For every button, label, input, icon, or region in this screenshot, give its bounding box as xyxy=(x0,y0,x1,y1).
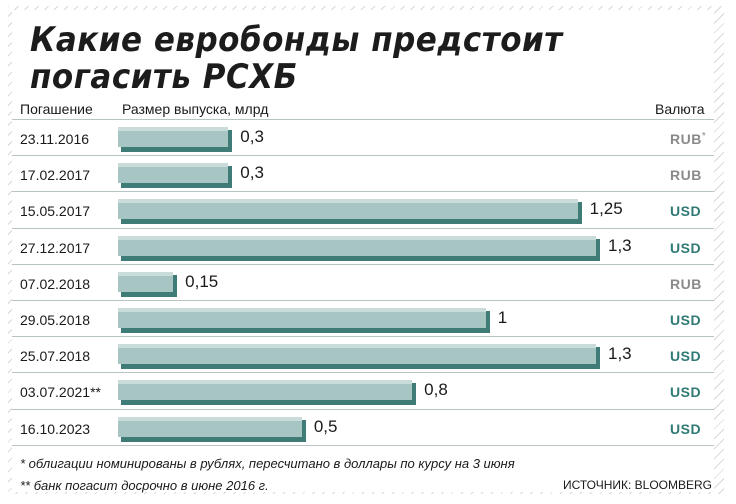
row-separator xyxy=(12,408,714,410)
bar-highlight xyxy=(118,235,596,240)
bar-shadow-bottom xyxy=(121,364,599,370)
maturity-date: 29.05.2018 xyxy=(20,312,91,328)
footnote-rub: * облигации номинированы в рублях, перес… xyxy=(20,456,515,471)
currency-label: USD xyxy=(670,203,702,220)
bar-highlight xyxy=(118,416,302,421)
bar xyxy=(118,380,413,401)
currency-label: RUB* xyxy=(670,131,707,147)
chart-title: Какие евробонды предстоит погасить РСХБ xyxy=(30,20,563,97)
bar xyxy=(118,344,596,365)
maturity-date: 16.10.2023 xyxy=(20,420,91,437)
maturity-date: 03.07.2021** xyxy=(20,384,101,401)
bar-shadow-right xyxy=(228,166,233,189)
maturity-date: 15.05.2017 xyxy=(20,203,91,220)
bar-shadow-right xyxy=(301,419,306,442)
currency-label: USD xyxy=(670,239,702,256)
bar-highlight xyxy=(118,380,413,385)
row-separator xyxy=(12,191,714,193)
currency-label: USD xyxy=(670,312,702,328)
bar-highlight xyxy=(118,271,174,276)
bar-value-label: 0,8 xyxy=(424,380,448,400)
bar-highlight xyxy=(118,199,578,204)
column-header-issue-size: Размер выпуска, млрд xyxy=(122,101,269,117)
maturity-date: 23.11.2016 xyxy=(20,131,90,147)
maturity-date: 07.02.2018 xyxy=(20,275,91,292)
row-separator xyxy=(12,227,714,229)
currency-label: USD xyxy=(670,420,702,437)
bar-value-label: 0,3 xyxy=(240,127,264,146)
row-separator xyxy=(12,372,714,374)
bar-shadow-right xyxy=(173,274,178,297)
bar-highlight xyxy=(118,344,596,349)
bar xyxy=(118,199,578,220)
row-separator xyxy=(12,119,714,120)
bar-shadow-right xyxy=(485,311,490,333)
bar-value-label: 1,25 xyxy=(589,199,623,219)
row-separator xyxy=(12,155,714,157)
bar-shadow-right xyxy=(596,347,600,370)
currency-label: USD xyxy=(670,348,702,365)
source-label: ИСТОЧНИК: BLOOMBERG xyxy=(562,478,712,492)
bar xyxy=(118,235,596,256)
bar-shadow-bottom xyxy=(121,219,581,225)
bar-highlight xyxy=(118,163,229,168)
bar-highlight xyxy=(118,308,486,312)
currency-label: RUB xyxy=(670,167,702,184)
bar-value-label: 0,3 xyxy=(240,163,264,183)
bar-shadow-bottom xyxy=(121,291,177,297)
bar-shadow-bottom xyxy=(121,183,232,189)
row-separator xyxy=(12,444,714,446)
bar-shadow-bottom xyxy=(121,400,416,406)
bar-shadow-right xyxy=(412,383,417,406)
bar-value-label: 1,3 xyxy=(608,235,632,255)
row-separator xyxy=(12,300,714,301)
bar xyxy=(118,308,486,328)
bar-shadow-bottom xyxy=(121,147,232,152)
bar xyxy=(118,271,174,292)
bar-shadow-right xyxy=(577,202,582,225)
bar xyxy=(118,416,302,437)
currency-label: USD xyxy=(670,384,702,401)
maturity-date: 25.07.2018 xyxy=(20,348,91,365)
maturity-date: 27.12.2017 xyxy=(20,239,91,256)
maturity-date: 17.02.2017 xyxy=(20,167,91,184)
currency-footnote-mark: * xyxy=(701,131,707,142)
column-header-currency: Валюта xyxy=(655,101,705,117)
row-separator xyxy=(12,263,714,265)
bar xyxy=(118,127,229,147)
currency-label: RUB xyxy=(670,275,702,292)
bar-shadow-right xyxy=(228,130,233,152)
bar-value-label: 0,5 xyxy=(313,416,338,436)
bar-shadow-bottom xyxy=(121,436,305,442)
bar-shadow-bottom xyxy=(121,328,489,333)
column-header-maturity: Погашение xyxy=(20,101,93,117)
bar-highlight xyxy=(118,127,229,131)
bar-shadow-bottom xyxy=(121,255,599,261)
footnote-early-redemption: ** банк погасит досрочно в июне 2016 г. xyxy=(20,478,269,493)
row-separator xyxy=(12,336,714,338)
bar-value-label: 1 xyxy=(497,308,508,327)
bar-value-label: 1,3 xyxy=(608,344,632,364)
bar-shadow-right xyxy=(596,238,600,261)
bar xyxy=(118,163,229,184)
bar-value-label: 0,15 xyxy=(185,271,219,291)
